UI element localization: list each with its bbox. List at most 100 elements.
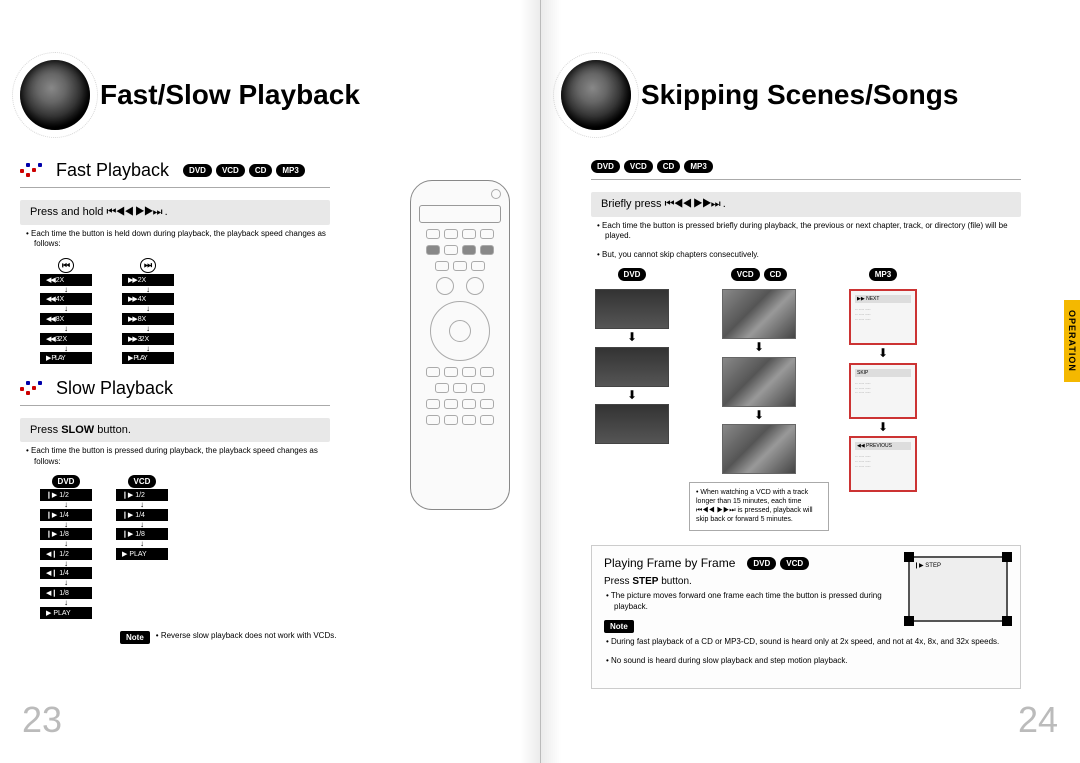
speed-step: ▶ PLAY [40,352,92,364]
left-page-number: 23 [22,699,62,741]
down-arrow-icon: ↓ [64,287,68,293]
fast-section-head: Fast Playback DVD VCD CD MP3 [20,160,330,181]
pill-mp3: MP3 [684,160,712,173]
fast-heading: Fast Playback [56,160,169,181]
slow-instr-c: button. [97,424,131,436]
operation-tab: OPERATION [1064,300,1080,382]
skip-bullet-2: But, you cannot skip chapters consecutiv… [605,250,1015,260]
down-arrow-icon: ⬇ [754,343,764,353]
frame-heading: Playing Frame by Frame [604,556,735,570]
pill-cd: CD [657,160,681,173]
right-page-title: Skipping Scenes/Songs [641,79,958,111]
slow-section-head: Slow Playback [20,378,330,399]
speed-step: ❙▶ 1/4 [116,509,168,521]
down-arrow-icon: ⬇ [627,391,637,401]
speed-step: ◀❙ 1/2 [40,548,92,560]
down-arrow-icon: ↓ [64,561,68,567]
down-arrow-icon: ↓ [64,600,68,606]
down-arrow-icon: ↓ [146,306,150,312]
pill-vcd: VCD [624,160,653,173]
speaker-icon [561,60,631,130]
page-left: Fast/Slow Playback Fast Playback DVD VCD… [0,0,540,763]
mp3-panel: SKIP -- ---- ------ ---- ------ ---- ---… [849,363,917,419]
section-squares-icon [20,379,48,399]
pill-cd: CD [249,164,273,177]
note-label: Note [120,631,150,644]
dvd-thumb [595,347,669,387]
speed-step: ▶ PLAY [116,548,168,560]
speed-step: ❙▶ 1/4 [40,509,92,521]
down-arrow-icon: ⬇ [878,349,888,359]
down-arrow-icon: ↓ [64,580,68,586]
skip-col-vcd-cd: VCD CD ⬇ ⬇ • When watching a VCD with a … [689,268,829,531]
speed-step: ◀◀ 2 X [40,274,92,286]
frame-note-1: During fast playback of a CD or MP3-CD, … [614,637,1014,647]
vcd-note-box: • When watching a VCD with a track longe… [689,482,829,531]
mp3-panel: ▶▶ NEXT -- ---- ------ ---- ------ ---- … [849,289,917,345]
skip-instruction-bar: Briefly press ⏮◀◀ ▶▶⏭ . [591,192,1021,217]
dvd-thumb [595,404,669,444]
slow-instr-b: SLOW [61,424,94,436]
pill-dvd: DVD [183,164,212,177]
pill-mp3: MP3 [276,164,304,177]
pill-dvd: DVD [747,557,776,570]
down-arrow-icon: ↓ [146,326,150,332]
down-arrow-icon: ↓ [146,346,150,352]
step-thumbnail: ❙▶ STEP [908,556,1008,622]
pill-dvd: DVD [618,268,647,281]
slow-note: Each time the button is pressed during p… [34,446,330,467]
rule [20,405,330,406]
slow-bottom-note: Note • Reverse slow playback does not wo… [120,631,350,644]
skip-buttons-icon: ⏮◀◀ ▶▶⏭ [106,206,161,218]
step-label: ❙▶ STEP [910,558,1006,573]
speed-step: ◀◀ 32 X [40,333,92,345]
speed-step: ▶▶ 2 X [122,274,174,286]
pill-vcd: VCD [731,268,760,281]
pill-vcd: VCD [780,557,809,570]
frame-note-2: No sound is heard during slow playback a… [614,656,1014,666]
pill-dvd: DVD [52,475,81,488]
fast-note: Each time the button is held down during… [34,229,330,250]
dvd-thumb [595,289,669,329]
down-arrow-icon: ↓ [64,522,68,528]
slow-instruction-bar: Press SLOW button. [20,418,330,442]
rule [20,187,330,188]
next-icon: ⏭ [140,258,156,273]
down-arrow-icon: ⬇ [754,411,764,421]
page-right: OPERATION Skipping Scenes/Songs DVD VCD … [540,0,1080,763]
skip-col-mp3: MP3 ▶▶ NEXT -- ---- ------ ---- ------ -… [849,268,917,492]
mp3-skip-label: SKIP [855,369,911,377]
skip-col-dvd: DVD ⬇ ⬇ [595,268,669,444]
note-text: • Reverse slow playback does not work wi… [156,631,337,640]
right-page-number: 24 [1018,699,1058,741]
remote-control-diagram [410,180,510,510]
mp3-prev-label: ◀◀ PREVIOUS [855,442,911,450]
frame-bullet: The picture moves forward one frame each… [614,591,884,612]
frame-by-frame-box: Playing Frame by Frame DVD VCD Press STE… [591,545,1021,689]
vcd-thumb [722,424,796,474]
right-format-pills: DVD VCD CD MP3 [591,160,713,173]
down-arrow-icon: ↓ [146,287,150,293]
down-arrow-icon: ↓ [140,522,144,528]
speaker-icon [20,60,90,130]
speed-step: ▶ PLAY [122,352,174,364]
down-arrow-icon: ↓ [64,541,68,547]
slow-vcd-col: VCD ❙▶ 1/2 ↓ ❙▶ 1/4 ↓ ❙▶ 1/8 ↓ ▶ PLAY [116,475,168,619]
down-arrow-icon: ↓ [64,326,68,332]
fast-speed-columns: ⏮ ◀◀ 2 X ↓ ◀◀ 4 X ↓ ◀◀ 8 X ↓ ◀◀ 32 X ↓ ▶… [40,258,330,364]
vcd-thumb [722,289,796,339]
pill-dvd: DVD [591,160,620,173]
right-header: Skipping Scenes/Songs [561,60,1060,130]
skip-buttons-icon: ⏮◀◀ ▶▶⏭ [665,198,720,210]
pill-cd: CD [764,268,788,281]
vcd-thumb [722,357,796,407]
speed-step: ▶ PLAY [40,607,92,619]
section-squares-icon [20,161,48,181]
pill-mp3: MP3 [869,268,897,281]
pill-vcd: VCD [216,164,245,177]
pill-vcd: VCD [128,475,157,488]
fast-rev-col: ⏮ ◀◀ 2 X ↓ ◀◀ 4 X ↓ ◀◀ 8 X ↓ ◀◀ 32 X ↓ ▶… [40,258,92,364]
prev-icon: ⏮ [58,258,74,273]
down-arrow-icon: ↓ [140,502,144,508]
gutter-shadow-left [520,0,540,763]
